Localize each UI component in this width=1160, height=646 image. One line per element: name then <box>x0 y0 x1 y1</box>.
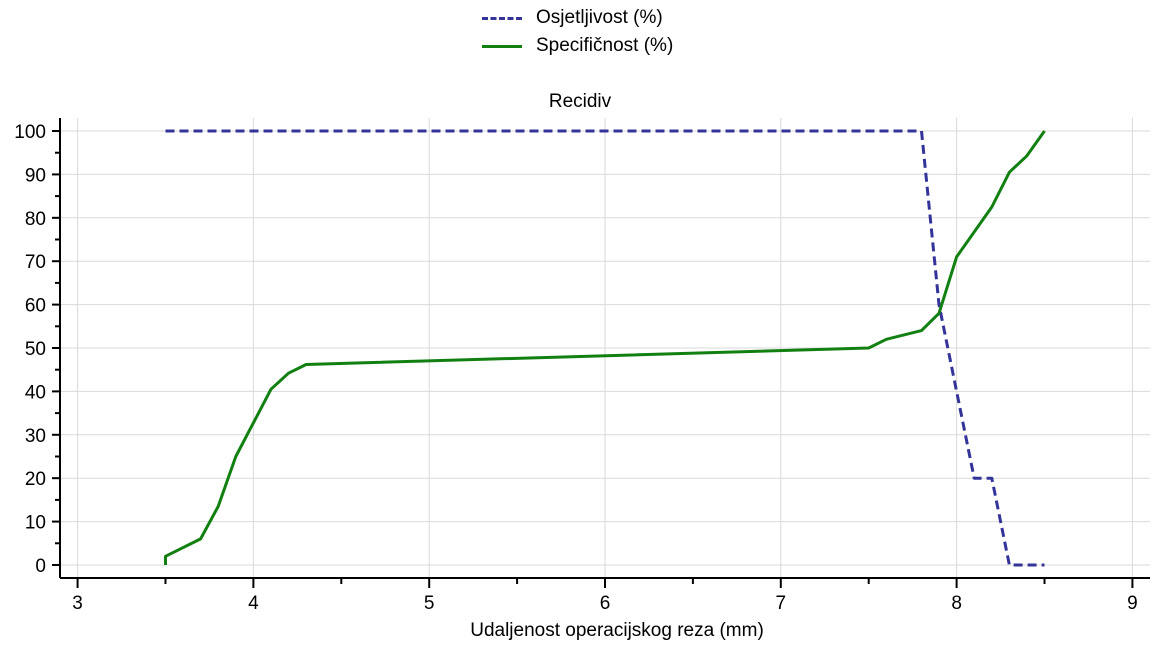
y-tick-label: 20 <box>25 469 46 490</box>
y-tick-label: 60 <box>25 296 46 317</box>
x-tick-label: 6 <box>600 593 611 614</box>
y-tick-label: 70 <box>25 252 46 273</box>
x-tick-label: 5 <box>424 593 435 614</box>
y-tick-label: 100 <box>14 122 46 143</box>
y-tick-label: 80 <box>25 209 46 230</box>
legend-item-specificity: Specifičnost (%) <box>482 32 673 60</box>
x-tick-label: 8 <box>951 593 962 614</box>
y-tick-label: 40 <box>25 382 46 403</box>
y-tick-label: 90 <box>25 165 46 186</box>
legend-swatch-solid <box>482 44 522 48</box>
y-tick-label: 50 <box>25 339 46 360</box>
y-tick-label: 30 <box>25 426 46 447</box>
x-tick-label: 9 <box>1127 593 1138 614</box>
chart-title: Recidiv <box>548 91 612 112</box>
series-line-specificity <box>164 130 1046 565</box>
legend-label-specificity: Specifičnost (%) <box>536 35 674 56</box>
y-tick-label: 0 <box>35 556 46 577</box>
y-tick-label: 10 <box>25 513 46 534</box>
legend-item-sensitivity: Osjetljivost (%) <box>482 4 673 32</box>
series-line-sensitivity <box>165 129 1045 567</box>
legend: Osjetljivost (%) Specifičnost (%) <box>482 4 673 60</box>
x-tick-label: 3 <box>72 593 83 614</box>
x-axis-label: Udaljenost operacijskog reza (mm) <box>470 620 764 641</box>
x-tick-label: 7 <box>776 593 787 614</box>
x-tick-label: 4 <box>248 593 259 614</box>
legend-swatch-dashed <box>482 16 522 20</box>
legend-label-sensitivity: Osjetljivost (%) <box>536 7 663 28</box>
